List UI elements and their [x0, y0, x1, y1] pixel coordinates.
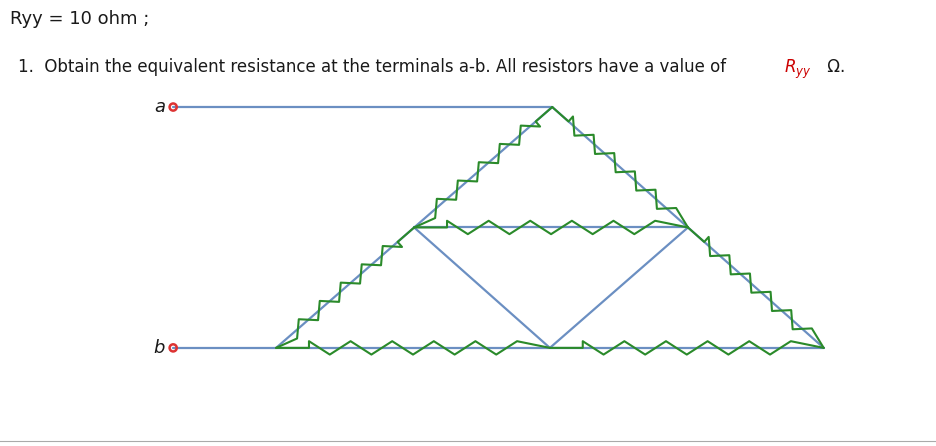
Text: Ω.: Ω.: [823, 58, 845, 76]
Text: $R_{yy}$: $R_{yy}$: [784, 58, 812, 81]
Text: Ryy = 10 ohm ;: Ryy = 10 ohm ;: [10, 10, 150, 28]
Text: $a$: $a$: [154, 98, 166, 116]
Text: $b$: $b$: [153, 339, 166, 357]
Text: 1.  Obtain the equivalent resistance at the terminals a-b. All resistors have a : 1. Obtain the equivalent resistance at t…: [18, 58, 731, 76]
